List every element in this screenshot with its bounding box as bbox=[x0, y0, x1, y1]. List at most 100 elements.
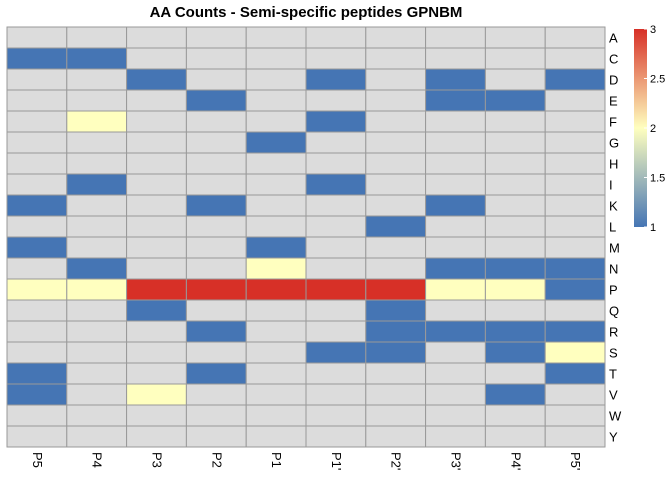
row-label-W: W bbox=[609, 409, 622, 424]
column-label: P1 bbox=[269, 452, 284, 468]
heatmap-cell-M-P5 bbox=[6, 236, 68, 259]
heatmap-cell-T-P4 bbox=[66, 362, 128, 385]
heatmap-cell-K-P2' bbox=[365, 194, 427, 217]
heatmap-cell-K-P5' bbox=[544, 194, 606, 217]
heatmap-cell-M-P4 bbox=[66, 236, 128, 259]
heatmap-cell-E-P5' bbox=[544, 89, 606, 112]
heatmap-cell-F-P1 bbox=[245, 110, 307, 133]
heatmap-cell-S-P1' bbox=[305, 341, 367, 364]
heatmap-cell-E-P1 bbox=[245, 89, 307, 112]
row-label-P: P bbox=[609, 283, 618, 298]
heatmap-cell-A-P5' bbox=[544, 26, 606, 49]
heatmap-cell-V-P3 bbox=[126, 383, 187, 406]
heatmap-cell-Q-P2' bbox=[365, 299, 427, 322]
heatmap-cell-Q-P1' bbox=[305, 299, 367, 322]
heatmap-cell-R-P2 bbox=[185, 320, 247, 343]
heatmap-cell-T-P4' bbox=[484, 362, 546, 385]
heatmap-cell-S-P2' bbox=[365, 341, 427, 364]
heatmap-cell-F-P3 bbox=[126, 110, 187, 133]
heatmap-cell-E-P2' bbox=[365, 89, 427, 112]
heatmap-cell-I-P4' bbox=[484, 173, 546, 196]
heatmap-cell-H-P4 bbox=[66, 152, 128, 175]
heatmap-cell-Y-P2 bbox=[185, 425, 247, 448]
heatmap-cell-E-P5 bbox=[6, 89, 68, 112]
heatmap-cell-A-P2 bbox=[185, 26, 247, 49]
heatmap-cell-T-P3 bbox=[126, 362, 187, 385]
heatmap-cell-T-P1 bbox=[245, 362, 307, 385]
heatmap-cell-K-P4' bbox=[484, 194, 546, 217]
heatmap-cell-P-P1 bbox=[245, 278, 307, 301]
heatmap-cell-N-P2' bbox=[365, 257, 427, 280]
heatmap-cell-E-P4' bbox=[484, 89, 546, 112]
heatmap-cell-K-P5 bbox=[6, 194, 68, 217]
heatmap-cell-C-P5' bbox=[544, 47, 606, 70]
heatmap-cell-H-P3 bbox=[126, 152, 187, 175]
heatmap-cell-C-P1 bbox=[245, 47, 307, 70]
heatmap-cell-R-P2' bbox=[365, 320, 427, 343]
heatmap-cell-M-P2 bbox=[185, 236, 247, 259]
heatmap-cell-G-P5' bbox=[544, 131, 606, 154]
heatmap-cell-C-P1' bbox=[305, 47, 367, 70]
colorbar-tick-label: 1 bbox=[650, 222, 656, 234]
heatmap-cell-L-P2 bbox=[185, 215, 247, 238]
row-label-V: V bbox=[609, 388, 618, 403]
heatmap-cell-I-P1 bbox=[245, 173, 307, 196]
row-label-D: D bbox=[609, 73, 618, 88]
heatmap-cell-N-P1' bbox=[305, 257, 367, 280]
heatmap-cell-P-P5' bbox=[544, 278, 606, 301]
heatmap-cell-W-P3 bbox=[126, 404, 187, 427]
heatmap-cell-Y-P4' bbox=[484, 425, 546, 448]
row-label-N: N bbox=[609, 262, 618, 277]
heatmap-cell-C-P2' bbox=[365, 47, 427, 70]
heatmap-cell-D-P3' bbox=[425, 68, 486, 91]
heatmap-cell-I-P5 bbox=[6, 173, 68, 196]
heatmap-cell-F-P2' bbox=[365, 110, 427, 133]
heatmap-cell-A-P3 bbox=[126, 26, 187, 49]
heatmap-cell-N-P5' bbox=[544, 257, 606, 280]
heatmap-cell-E-P4 bbox=[66, 89, 128, 112]
heatmap-cell-N-P4 bbox=[66, 257, 128, 280]
heatmap-cell-R-P3' bbox=[425, 320, 486, 343]
heatmap-cell-I-P3 bbox=[126, 173, 187, 196]
row-label-L: L bbox=[609, 220, 616, 235]
heatmap-cell-Y-P5 bbox=[6, 425, 68, 448]
heatmap-cell-K-P4 bbox=[66, 194, 128, 217]
heatmap-cell-L-P4 bbox=[66, 215, 128, 238]
column-label: P4 bbox=[90, 452, 105, 468]
heatmap-cell-A-P1' bbox=[305, 26, 367, 49]
heatmap-cell-L-P4' bbox=[484, 215, 546, 238]
heatmap-cell-A-P2' bbox=[365, 26, 427, 49]
heatmap-cell-T-P5 bbox=[6, 362, 68, 385]
heatmap-cell-W-P4' bbox=[484, 404, 546, 427]
heatmap-cell-M-P1' bbox=[305, 236, 367, 259]
heatmap-cell-Y-P5' bbox=[544, 425, 606, 448]
row-label-Q: Q bbox=[609, 304, 619, 319]
heatmap-cell-C-P5 bbox=[6, 47, 68, 70]
heatmap-cell-R-P1 bbox=[245, 320, 307, 343]
heatmap-cell-N-P4' bbox=[484, 257, 546, 280]
heatmap-cell-Q-P4 bbox=[66, 299, 128, 322]
heatmap-cell-R-P1' bbox=[305, 320, 367, 343]
heatmap-cell-H-P5 bbox=[6, 152, 68, 175]
row-label-A: A bbox=[609, 31, 618, 46]
heatmap-cell-M-P3' bbox=[425, 236, 486, 259]
heatmap-cell-Y-P3' bbox=[425, 425, 486, 448]
heatmap-cell-C-P4 bbox=[66, 47, 128, 70]
heatmap-cell-E-P2 bbox=[185, 89, 247, 112]
heatmap-cell-I-P4 bbox=[66, 173, 128, 196]
heatmap-cell-R-P4 bbox=[66, 320, 128, 343]
heatmap-cell-N-P5 bbox=[6, 257, 68, 280]
heatmap-cell-C-P2 bbox=[185, 47, 247, 70]
heatmap-cell-V-P1 bbox=[245, 383, 307, 406]
row-label-C: C bbox=[609, 52, 618, 67]
heatmap-cell-V-P1' bbox=[305, 383, 367, 406]
heatmap-cell-S-P1 bbox=[245, 341, 307, 364]
heatmap-cell-D-P1 bbox=[245, 68, 307, 91]
heatmap-cell-P-P3' bbox=[425, 278, 486, 301]
heatmap-cell-R-P4' bbox=[484, 320, 546, 343]
heatmap-cell-A-P4' bbox=[484, 26, 546, 49]
colorbar-legend: 1 1.5 2 2.5 3 bbox=[634, 24, 665, 234]
heatmap-cell-F-P1' bbox=[305, 110, 367, 133]
column-label: P2' bbox=[389, 452, 404, 470]
